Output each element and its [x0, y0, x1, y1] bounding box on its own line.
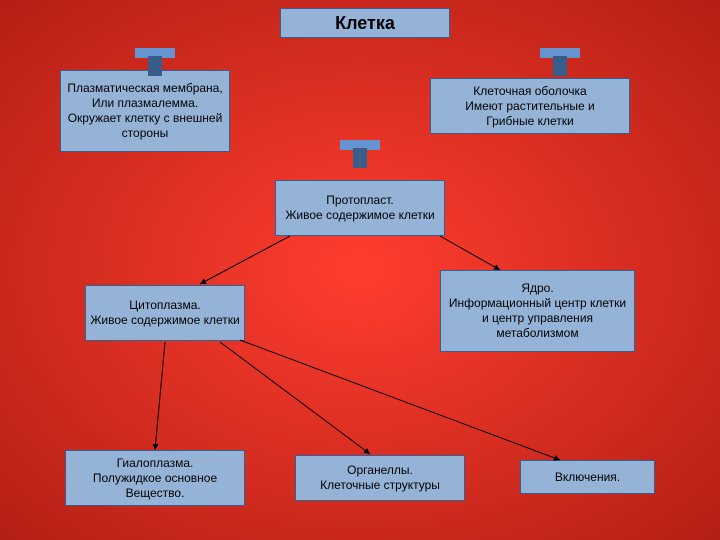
node-wall-text: Клеточная оболочка Имеют растительные и …	[465, 84, 595, 129]
node-protoplast-text: Протопласт. Живое содержимое клетки	[285, 193, 434, 223]
connector-stem-2	[553, 56, 567, 76]
node-membrane-text: Плазматическая мембрана, Или плазмалемма…	[65, 81, 225, 141]
node-title-text: Клетка	[335, 12, 395, 35]
node-membrane: Плазматическая мембрана, Или плазмалемма…	[60, 70, 230, 152]
node-title: Клетка	[280, 8, 450, 38]
connector-stem-1	[353, 148, 367, 168]
node-protoplast: Протопласт. Живое содержимое клетки	[275, 180, 445, 236]
node-hyaloplasm: Гиалоплазма. Полужидкое основное Веществ…	[65, 450, 245, 506]
connector-stem-0	[148, 56, 162, 76]
node-cytoplasm: Цитоплазма. Живое содержимое клетки	[85, 285, 245, 341]
node-cytoplasm-text: Цитоплазма. Живое содержимое клетки	[90, 298, 239, 328]
node-nucleus-text: Ядро. Информационный центр клетки и цент…	[445, 281, 630, 341]
node-nucleus: Ядро. Информационный центр клетки и цент…	[440, 270, 635, 352]
node-hyaloplasm-text: Гиалоплазма. Полужидкое основное Веществ…	[93, 456, 217, 501]
node-wall: Клеточная оболочка Имеют растительные и …	[430, 78, 630, 134]
node-inclusions: Включения.	[520, 460, 655, 494]
node-organelles-text: Органеллы. Клеточные структуры	[320, 463, 440, 493]
node-inclusions-text: Включения.	[555, 470, 620, 485]
node-organelles: Органеллы. Клеточные структуры	[295, 455, 465, 501]
